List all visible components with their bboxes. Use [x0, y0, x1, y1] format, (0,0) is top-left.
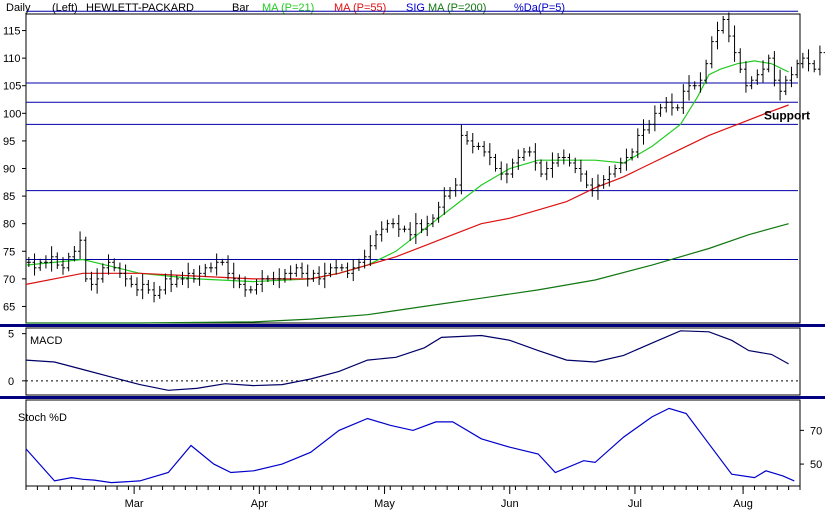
stoch-line	[25, 407, 795, 484]
month-label: May	[374, 498, 395, 510]
stoch-title: Stoch %D	[18, 412, 67, 424]
price-tick-label: 105	[3, 81, 21, 93]
price-tick-label: 90	[3, 164, 15, 176]
header-item: Daily	[6, 2, 31, 14]
ma-line	[26, 223, 789, 324]
macd-title: MACD	[30, 335, 62, 347]
stoch-tick-label: 70	[810, 425, 822, 437]
macd-tick-label: 0	[8, 376, 14, 388]
month-label: Aug	[733, 498, 753, 510]
price-tick-label: 65	[3, 301, 15, 313]
month-label: Mar	[125, 498, 144, 510]
ma-line	[25, 104, 789, 285]
price-panel-frame	[25, 13, 801, 324]
header-item: Bar	[232, 2, 249, 14]
price-tick-label: 100	[3, 108, 21, 120]
header-item: MA (P=55)	[334, 2, 386, 14]
stoch-panel-frame	[25, 399, 801, 487]
price-tick-label: 115	[3, 26, 21, 38]
price-tick-label: 75	[3, 246, 15, 258]
ma-line	[25, 60, 789, 283]
header-item: %Da(P=5)	[514, 2, 565, 14]
header-item: HEWLETT-PACKARD	[86, 2, 194, 14]
stoch-tick-label: 50	[810, 459, 822, 471]
panel-separator	[0, 324, 825, 327]
header-item: MA (P=200)	[428, 2, 486, 14]
price-tick-label: 85	[3, 191, 15, 203]
header-item: (Left)	[52, 2, 78, 14]
header-item: SIG	[406, 2, 425, 14]
panel-separator	[0, 396, 825, 399]
month-label: Jul	[628, 498, 642, 510]
month-label: Apr	[251, 498, 268, 510]
price-tick-label: 95	[3, 136, 15, 148]
macd-tick-label: 5	[8, 329, 14, 341]
macd-panel-frame	[25, 327, 801, 396]
price-tick-label: 80	[3, 219, 15, 231]
macd-line	[25, 330, 789, 391]
header-item: MA (P=21)	[262, 2, 314, 14]
month-label: Jun	[501, 498, 519, 510]
price-tick-label: 70	[3, 274, 15, 286]
price-tick-label: 110	[3, 53, 21, 65]
support-annotation: Support	[764, 108, 810, 122]
